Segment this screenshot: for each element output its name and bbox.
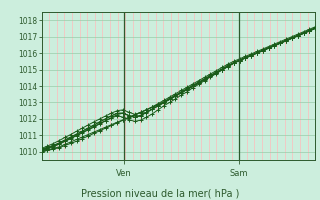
Text: Pression niveau de la mer( hPa ): Pression niveau de la mer( hPa ) <box>81 188 239 198</box>
